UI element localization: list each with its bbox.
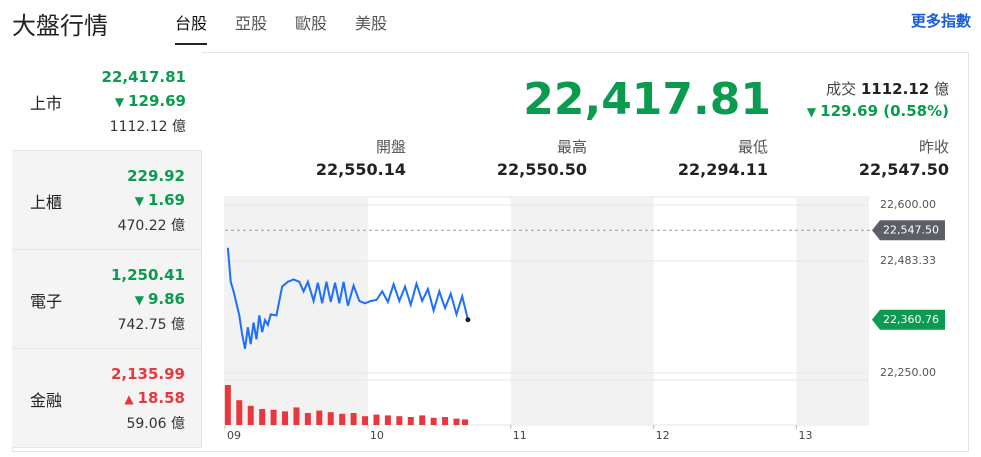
volume-bar: [282, 411, 289, 425]
y-tick-label: 22,600.00: [880, 198, 936, 211]
last-price-label: 22,360.76: [883, 313, 939, 326]
tab[interactable]: 美股: [355, 14, 388, 33]
market-name: 上市: [30, 94, 63, 113]
stat: 最高 22,550.50: [437, 136, 587, 179]
volume-bar: [396, 416, 403, 425]
previous-close-tag: [872, 220, 945, 241]
volume-bar: [407, 417, 414, 425]
volume-bar: [304, 413, 311, 425]
market-volume: 1112.12 億: [109, 119, 186, 135]
price-line: [226, 247, 469, 350]
price-change: 129.69 (0.58%): [807, 102, 949, 120]
chart: 09 10 11 12 13 22,600.00 22,483.33 22,250.00 22,…: [224, 196, 945, 442]
volume-bar: [270, 409, 277, 425]
stat-value: 22,294.11: [677, 160, 768, 179]
stat: 開盤 22,550.14: [256, 136, 406, 179]
day-shade: [510, 197, 654, 425]
volume-bar: [247, 405, 254, 425]
turnover-value: 1112.12: [860, 80, 930, 98]
turnover: 成交 1112.12 億: [826, 78, 949, 99]
stat: 最低 22,294.11: [618, 136, 768, 179]
x-tick-label: 11: [513, 429, 527, 442]
market-change: 129.69: [115, 92, 186, 110]
volume-bar: [373, 414, 380, 425]
previous-close-label: 22,547.50: [883, 223, 939, 236]
stat-label: 開盤: [375, 138, 406, 156]
volume-bar: [316, 410, 323, 425]
volume-bar: [442, 417, 449, 425]
market-change: 9.86: [135, 290, 185, 308]
stat-label: 最高: [556, 138, 587, 156]
y-tick-label: 22,250.00: [880, 366, 936, 379]
market-row[interactable]: 上市 22,417.81 129.69 1112.12 億: [12, 52, 202, 151]
last-point: [465, 317, 471, 323]
market-row[interactable]: 電子 1,250.41 9.86 742.75 億: [12, 250, 202, 349]
volume-bar: [419, 415, 426, 425]
tabs: 台股 亞股 歐股 美股: [175, 10, 387, 45]
market-price: 1,250.41: [110, 266, 185, 284]
y-tick-label: 22,483.33: [880, 254, 936, 267]
volume-bar: [259, 409, 266, 425]
stat: 昨收 22,547.50: [799, 136, 949, 179]
tab[interactable]: 亞股: [235, 14, 268, 33]
volume-bar: [430, 417, 437, 425]
volume-bar: [327, 412, 334, 425]
x-tick-label: 10: [370, 429, 384, 442]
volume-bar: [462, 419, 469, 425]
turnover-label: 成交: [826, 80, 857, 98]
market-name: 上櫃: [30, 193, 63, 212]
volume-bar: [236, 400, 243, 425]
market-volume: 742.75 億: [117, 317, 185, 333]
x-tick-label: 13: [799, 429, 813, 442]
market-change: 1.69: [135, 191, 185, 209]
current-price: 22,417.81: [523, 74, 771, 125]
market-price: 2,135.99: [110, 365, 185, 383]
day-shade: [796, 197, 868, 425]
market-volume: 470.22 億: [117, 218, 185, 234]
market-price: 229.92: [127, 167, 185, 185]
page-title: 大盤行情: [12, 12, 108, 40]
volume-bar: [224, 385, 231, 425]
tab[interactable]: 歐股: [295, 14, 328, 33]
x-tick-label: 12: [656, 429, 670, 442]
volume-bar: [384, 415, 391, 425]
market-price: 22,417.81: [101, 68, 186, 86]
more-link[interactable]: 更多指數: [910, 12, 971, 30]
market-name: 金融: [30, 391, 63, 410]
stat-value: 22,547.50: [858, 160, 949, 179]
x-tick-label: 09: [227, 429, 241, 442]
tab[interactable]: 台股: [175, 10, 208, 45]
volume-bar: [453, 418, 460, 425]
market-row[interactable]: 上櫃 229.92 1.69 470.22 億: [12, 151, 202, 250]
stat-label: 最低: [737, 138, 768, 156]
stat-value: 22,550.14: [315, 160, 406, 179]
market-volume: 59.06 億: [126, 416, 185, 432]
volume-bar: [362, 416, 369, 425]
volume-bar: [339, 413, 346, 425]
day-shade: [225, 197, 368, 425]
market-name: 電子: [30, 292, 63, 311]
stat-label: 昨收: [918, 138, 949, 156]
market-row[interactable]: 金融 2,135.99 18.58 59.06 億: [12, 349, 202, 448]
volume-bar: [293, 407, 300, 425]
last-price-tag: [872, 309, 945, 330]
stat-value: 22,550.50: [496, 160, 587, 179]
market-list: 上市 22,417.81 129.69 1112.12 億上櫃 229.92 1.69 47…: [12, 52, 202, 448]
turnover-unit: 億: [933, 80, 949, 98]
market-change: 18.58: [124, 389, 185, 407]
volume-bar: [350, 413, 357, 425]
